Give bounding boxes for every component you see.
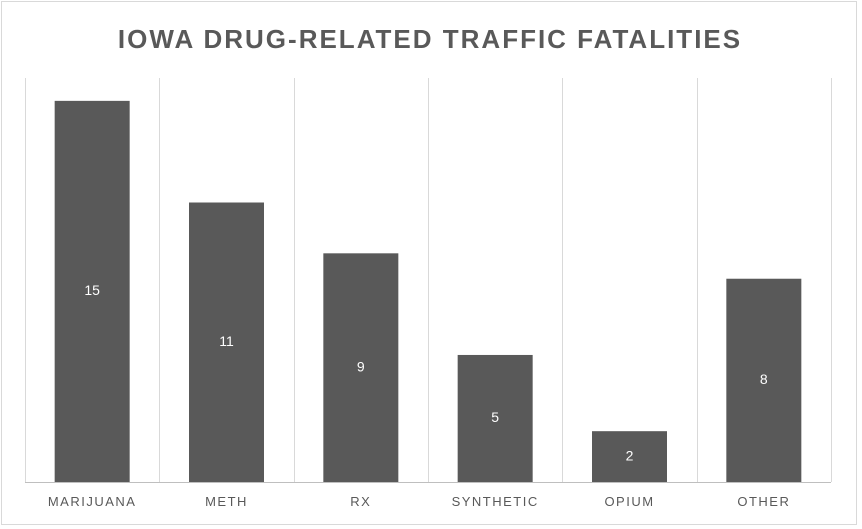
x-tick-label-other: OTHER xyxy=(737,494,790,509)
data-label-rx: 9 xyxy=(357,358,365,374)
data-label-synthetic: 5 xyxy=(491,409,499,425)
x-tick-label-meth: METH xyxy=(205,494,248,509)
data-label-other: 8 xyxy=(760,371,768,387)
x-tick-label-rx: RX xyxy=(350,494,371,509)
x-tick-label-synthetic: SYNTHETIC xyxy=(452,494,539,509)
bar-other xyxy=(726,278,802,482)
bar-synthetic xyxy=(457,354,533,482)
data-label-marijuana: 15 xyxy=(84,282,100,298)
data-label-meth: 11 xyxy=(219,333,234,349)
bar-marijuana xyxy=(54,100,130,483)
x-tick-label-opium: OPIUM xyxy=(604,494,654,509)
bar-rx xyxy=(323,253,399,482)
bar-meth xyxy=(189,202,264,482)
bar-opium xyxy=(592,431,667,482)
data-label-opium: 2 xyxy=(626,447,634,463)
chart-title: IOWA DRUG-RELATED TRAFFIC FATALITIES xyxy=(117,24,743,54)
x-tick-label-marijuana: MARIJUANA xyxy=(48,494,137,509)
